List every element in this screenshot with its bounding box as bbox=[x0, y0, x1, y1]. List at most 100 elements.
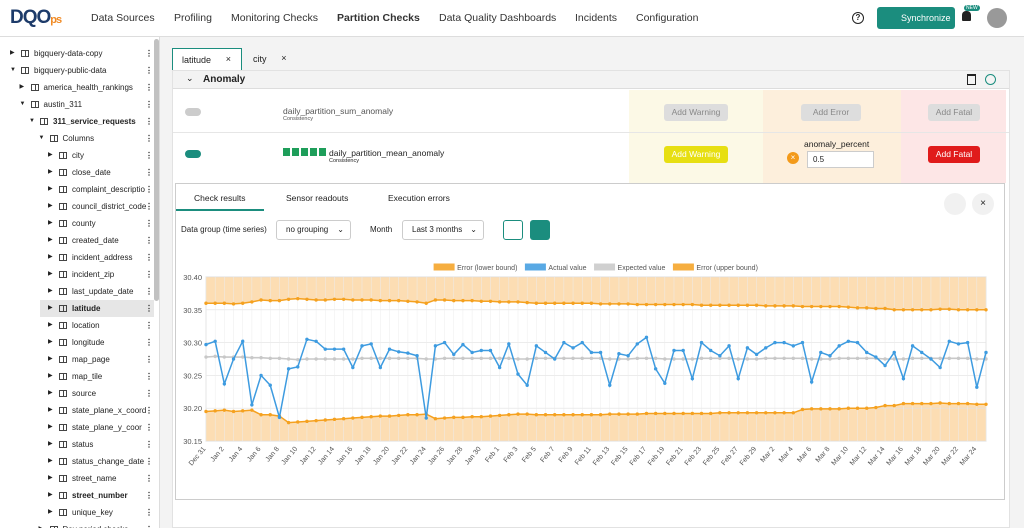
tree-menu[interactable]: ⋮ bbox=[145, 236, 153, 245]
tree-menu[interactable]: ⋮ bbox=[145, 406, 153, 415]
tree-item[interactable]: ▶ map_tile ⋮ bbox=[0, 368, 155, 385]
tree-menu[interactable]: ⋮ bbox=[145, 338, 153, 347]
tree-toggle[interactable]: ▶ bbox=[48, 373, 53, 379]
tree-item[interactable]: ▶ source ⋮ bbox=[0, 385, 155, 402]
tree-menu[interactable]: ⋮ bbox=[145, 49, 153, 58]
tree-menu[interactable]: ⋮ bbox=[145, 508, 153, 517]
tree-item[interactable]: ▶ close_date ⋮ bbox=[0, 164, 155, 181]
nav-item[interactable]: Configuration bbox=[636, 12, 699, 24]
tree-menu[interactable]: ⋮ bbox=[145, 287, 153, 296]
tree-toggle[interactable]: ▶ bbox=[48, 322, 53, 328]
tree-item[interactable]: ▼ bigquery-public-data ⋮ bbox=[0, 62, 155, 79]
tree-menu[interactable]: ⋮ bbox=[145, 423, 153, 432]
tree-item[interactable]: ▶ complaint_descriptio ⋮ bbox=[0, 181, 155, 198]
tree-toggle[interactable]: ▶ bbox=[48, 271, 53, 277]
tree-toggle[interactable]: ▶ bbox=[48, 339, 53, 345]
toggle[interactable] bbox=[185, 150, 201, 158]
tree-toggle[interactable]: ▶ bbox=[48, 305, 53, 311]
tree-item[interactable]: ▶ city ⋮ bbox=[0, 147, 155, 164]
tree-item[interactable]: ▶ created_date ⋮ bbox=[0, 232, 155, 249]
tree-item[interactable]: ▶ incident_address ⋮ bbox=[0, 249, 155, 266]
tree-toggle[interactable]: ▶ bbox=[39, 521, 44, 528]
tree-toggle[interactable]: ▶ bbox=[19, 84, 25, 90]
tree-toggle[interactable]: ▶ bbox=[48, 186, 53, 192]
tree-menu[interactable]: ⋮ bbox=[145, 521, 153, 528]
tree-item[interactable]: ▶ street_number ⋮ bbox=[0, 487, 155, 504]
tree-menu[interactable]: ⋮ bbox=[145, 151, 153, 160]
results-tab[interactable]: Execution errors bbox=[370, 188, 468, 209]
tree-item[interactable]: ▶ map_page ⋮ bbox=[0, 351, 155, 368]
tree-item[interactable]: ▶ last_update_date ⋮ bbox=[0, 283, 155, 300]
add-warning-button[interactable]: Add Warning bbox=[664, 104, 728, 121]
chart-view[interactable] bbox=[530, 220, 550, 240]
tree-toggle[interactable]: ▶ bbox=[48, 356, 53, 362]
tree-menu[interactable]: ⋮ bbox=[145, 389, 153, 398]
add-fatal-button[interactable]: Add Fatal bbox=[928, 146, 980, 163]
delete-results[interactable] bbox=[944, 193, 966, 215]
tree-menu[interactable]: ⋮ bbox=[145, 457, 153, 466]
sync-button[interactable]: Synchronize bbox=[877, 7, 955, 29]
tree-menu[interactable]: ⋮ bbox=[145, 355, 153, 364]
tree-toggle[interactable]: ▼ bbox=[29, 118, 35, 124]
add-fatal-button[interactable]: Add Fatal bbox=[928, 104, 980, 121]
tree-toggle[interactable]: ▶ bbox=[10, 50, 15, 56]
close-results[interactable]: × bbox=[972, 193, 994, 215]
tree-menu[interactable]: ⋮ bbox=[145, 440, 153, 449]
tree-item[interactable]: ▶ council_district_code ⋮ bbox=[0, 198, 155, 215]
tree-item[interactable]: ▶ incident_zip ⋮ bbox=[0, 266, 155, 283]
tree-menu[interactable]: ⋮ bbox=[145, 185, 153, 194]
tree-menu[interactable]: ⋮ bbox=[145, 202, 153, 211]
tree-toggle[interactable]: ▶ bbox=[48, 237, 53, 243]
tree-menu[interactable]: ⋮ bbox=[145, 100, 153, 109]
chevron[interactable]: ⌄ bbox=[186, 73, 194, 83]
nav-item[interactable]: Data Sources bbox=[91, 12, 155, 24]
tree-item[interactable]: ▼ 311_service_requests ⋮ bbox=[0, 113, 155, 130]
toggle[interactable] bbox=[185, 108, 201, 116]
tree-item[interactable]: ▶ Day period checks ⋮ bbox=[0, 521, 155, 528]
tree-item[interactable]: ▶ state_plane_y_coor ⋮ bbox=[0, 419, 155, 436]
tree-toggle[interactable]: ▶ bbox=[48, 492, 53, 498]
tree-menu[interactable]: ⋮ bbox=[145, 491, 153, 500]
tree-toggle[interactable]: ▶ bbox=[48, 441, 53, 447]
nav-item[interactable]: Profiling bbox=[174, 12, 212, 24]
tree-toggle[interactable]: ▶ bbox=[48, 407, 53, 413]
remove-error[interactable]: × bbox=[787, 152, 799, 164]
tree-item[interactable]: ▶ unique_key ⋮ bbox=[0, 504, 155, 521]
nav-item[interactable]: Monitoring Checks bbox=[231, 12, 318, 24]
data-group-select[interactable]: no grouping ⌄ bbox=[276, 220, 351, 240]
tree-toggle[interactable]: ▶ bbox=[48, 509, 53, 515]
tree-item[interactable]: ▶ status ⋮ bbox=[0, 436, 155, 453]
tree-item[interactable]: ▶ latitude ⋮ bbox=[40, 300, 154, 317]
tree-toggle[interactable]: ▼ bbox=[10, 67, 16, 73]
tree-toggle[interactable]: ▶ bbox=[48, 458, 53, 464]
tree-toggle[interactable]: ▶ bbox=[48, 152, 53, 158]
tree-toggle[interactable]: ▼ bbox=[19, 101, 26, 107]
tree-menu[interactable]: ⋮ bbox=[145, 321, 153, 330]
tree-item[interactable]: ▶ state_plane_x_coord ⋮ bbox=[0, 402, 155, 419]
tree-menu[interactable]: ⋮ bbox=[145, 117, 153, 126]
tree-toggle[interactable]: ▼ bbox=[38, 135, 45, 141]
tree-menu[interactable]: ⋮ bbox=[145, 253, 153, 262]
tree-item[interactable]: ▶ location ⋮ bbox=[0, 317, 155, 334]
tree-item[interactable]: ▶ longitude ⋮ bbox=[0, 334, 155, 351]
tree-menu[interactable]: ⋮ bbox=[145, 270, 153, 279]
tab[interactable]: latitude × bbox=[172, 48, 243, 70]
tree-menu[interactable]: ⋮ bbox=[145, 304, 153, 313]
tree-item[interactable]: ▶ county ⋮ bbox=[0, 215, 155, 232]
tree-item[interactable]: ▶ status_change_date ⋮ bbox=[0, 453, 155, 470]
tree-menu[interactable]: ⋮ bbox=[145, 134, 153, 143]
tree-menu[interactable]: ⋮ bbox=[145, 168, 153, 177]
tab-close[interactable]: × bbox=[281, 53, 287, 63]
period-select[interactable]: Last 3 months ⌄ bbox=[402, 220, 484, 240]
bell-icon[interactable] bbox=[962, 11, 971, 21]
tree-menu[interactable]: ⋮ bbox=[145, 474, 153, 483]
nav-item[interactable]: Data Quality Dashboards bbox=[439, 12, 557, 24]
tree-toggle[interactable]: ▶ bbox=[48, 254, 53, 260]
tree-item[interactable]: ▶ bigquery-data-copy ⋮ bbox=[0, 45, 155, 62]
tree-menu[interactable]: ⋮ bbox=[145, 372, 153, 381]
tab[interactable]: city × bbox=[244, 48, 297, 70]
tree-toggle[interactable]: ▶ bbox=[48, 169, 53, 175]
results-tab[interactable]: Check results bbox=[176, 188, 264, 211]
add-error-button[interactable]: Add Error bbox=[801, 104, 861, 121]
parameter-input[interactable]: 0.5 bbox=[807, 151, 874, 168]
